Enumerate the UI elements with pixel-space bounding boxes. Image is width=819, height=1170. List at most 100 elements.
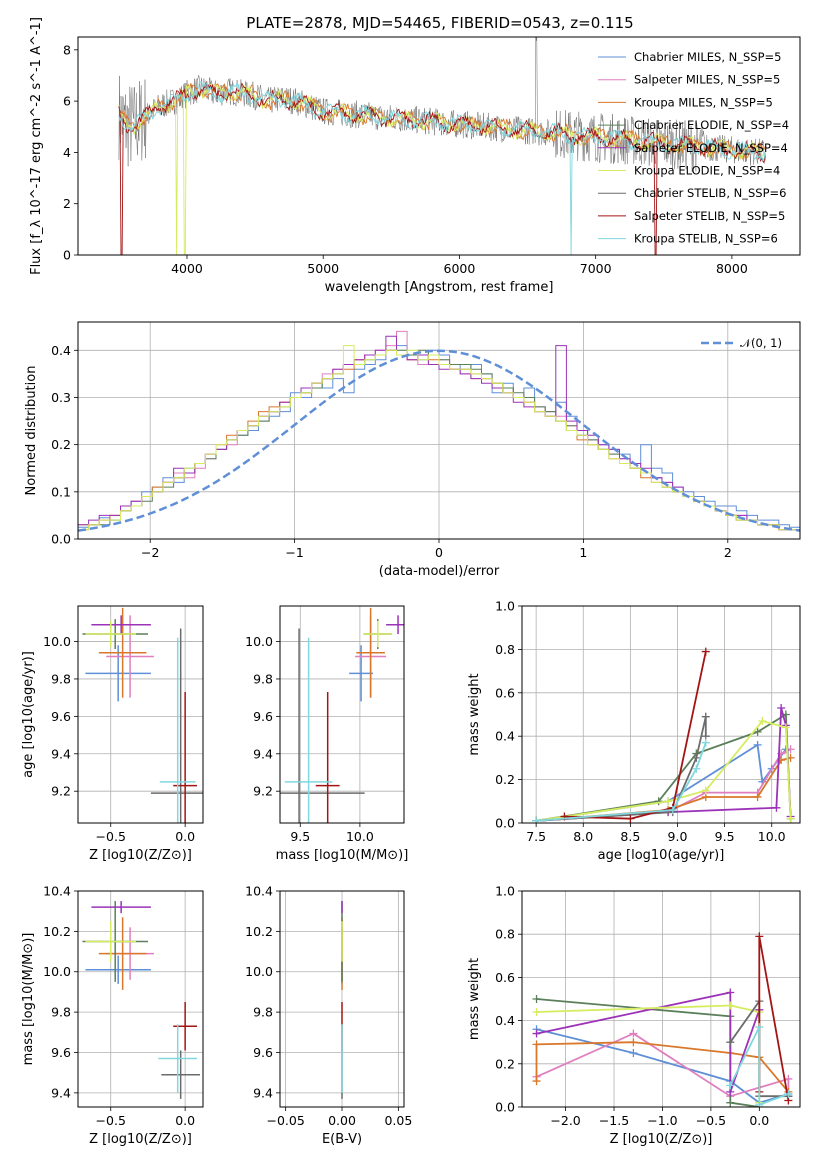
y-tick-label: 0.8: [495, 642, 515, 657]
weight-marker-salpeter_elodie: [726, 988, 735, 997]
y-tick-label: 9.4: [253, 746, 273, 761]
y-tick-label: 10.2: [43, 924, 71, 939]
legend-label: Kroupa ELODIE, N_SSP=4: [634, 164, 780, 178]
weight-marker-kroupa_elodie: [726, 1001, 735, 1010]
plot-area-age-vs-z: [82, 607, 203, 823]
y-tick-label: 10.0: [43, 964, 71, 979]
y-axis-label: mass [log10(M/M⊙)]: [21, 933, 36, 1066]
weight-marker-salpeter_miles: [784, 1074, 793, 1083]
weight-marker-salpeter_stelib: [755, 932, 764, 941]
x-axis-label: (data-model)/error: [379, 564, 500, 579]
weight-marker-chabrier_miles: [629, 1049, 638, 1057]
axes-frame: [521, 605, 801, 824]
x-axis-label: Z [log10(Z/Z⊙)]: [89, 848, 192, 863]
y-tick-label: 9.8: [253, 671, 273, 686]
weight-marker-chabrier_stelib: [701, 712, 710, 721]
weight-marker-kroupa_elodie: [664, 797, 673, 806]
y-tick-label: 10.4: [43, 884, 71, 899]
weight-marker-kroupa_elodie: [532, 1007, 541, 1016]
y-tick-label: 9.4: [51, 746, 71, 761]
y-tick-label: 0.4: [51, 343, 71, 358]
axes-frame: [77, 605, 204, 824]
axes-frame: [279, 605, 405, 824]
axes-mass-vs-z: −0.5 0.0 9.4 9.6 9.8 10.0 10.2 10.4 Z [log10(Z/Z…: [21, 884, 204, 1147]
weight-marker-chabrier_elodie: [532, 995, 541, 1003]
x-tick-label: −1.5: [599, 1113, 629, 1128]
x-tick-label: 6000: [444, 261, 476, 276]
y-tick-label: 0.1: [51, 484, 71, 499]
axes-age-vs-z: −0.5 0.0 9.2 9.4 9.6 9.8 10.0 Z [log10(Z/Z⊙)] ag…: [21, 605, 204, 863]
weight-marker-chabrier_miles: [753, 740, 762, 749]
legend-label: 𝒩(0, 1): [740, 336, 782, 350]
weight-marker-kroupa_stelib: [726, 1081, 735, 1090]
x-tick-label: 2: [724, 545, 732, 560]
y-tick-label: 0.4: [495, 729, 515, 744]
y-tick-label: 4: [63, 145, 71, 160]
spectrum-model-line-salpeter_stelib: [118, 80, 766, 255]
y-tick-label: 9.8: [253, 1005, 273, 1020]
y-axis-label: mass weight: [467, 958, 482, 1040]
y-tick-label: 9.6: [253, 709, 273, 724]
x-tick-label: −1: [285, 545, 303, 560]
axes-frame: [521, 890, 801, 1108]
x-axis-label: Z [log10(Z/Z⊙)]: [610, 1132, 713, 1147]
weight-line-salpeter_stelib: [564, 651, 707, 820]
axes-mass-weight-vs-z: −2.0 −1.5 −1.0 −0.5 0.0 0.0 0.2 0.4 0.6 0.8 1.0 Z […: [467, 884, 801, 1147]
y-axis-label: Normed distribution: [24, 366, 39, 496]
weight-marker-kroupa_elodie: [758, 717, 767, 726]
y-tick-label: 0.8: [495, 927, 515, 942]
legend-label: Kroupa STELIB, N_SSP=6: [634, 232, 778, 246]
x-tick-label: 8.5: [620, 829, 640, 844]
x-tick-label: 0.0: [175, 829, 195, 844]
weight-line-kroupa_elodie: [535, 719, 792, 822]
axes-spectrum: 4000 5000 6000 7000 8000 0 2 4 6 8 wavelength [Ang…: [29, 17, 801, 295]
axes-frame: [77, 36, 801, 256]
weight-marker-salpeter_stelib: [701, 647, 710, 656]
y-tick-label: 0.3: [51, 390, 71, 405]
y-tick-label: 2: [63, 196, 71, 211]
weight-marker-kroupa_stelib: [784, 1090, 793, 1099]
plot-area-mass-weight-vs-age: [532, 647, 795, 823]
axes-age-vs-mass: 9.5 10.0 9.2 9.4 9.6 9.8 10.0 mass [log10(M/M⊙)…: [245, 605, 408, 863]
x-tick-label: 10.0: [758, 829, 786, 844]
weight-marker-chabrier_elodie: [654, 797, 663, 806]
x-axis-label: E(B-V): [322, 1132, 362, 1147]
x-tick-label: 0.0: [749, 1113, 769, 1128]
x-tick-label: 7000: [580, 261, 612, 276]
weight-marker-kroupa_stelib: [692, 764, 701, 773]
y-tick-label: 10.0: [43, 634, 71, 649]
weight-marker-chabrier_stelib: [692, 753, 701, 762]
x-tick-label: 4000: [171, 261, 203, 276]
x-tick-label: 0.0: [175, 1113, 195, 1128]
y-tick-label: 0.2: [495, 1056, 515, 1071]
y-tick-label: 9.8: [51, 1005, 71, 1020]
weight-marker-kroupa_stelib: [755, 1100, 764, 1107]
x-tick-label: 0.00: [328, 1113, 356, 1128]
weight-marker-salpeter_elodie: [772, 803, 781, 812]
weight-marker-kroupa_stelib: [701, 738, 710, 747]
legend-label: Chabrier ELODIE, N_SSP=4: [634, 118, 789, 132]
weight-marker-kroupa_stelib: [532, 816, 541, 823]
x-tick-label: −2.0: [550, 1113, 580, 1128]
x-tick-label: −2: [141, 545, 159, 560]
histogram-series-kroupa_elodie: [78, 345, 800, 531]
y-tick-label: 0.6: [495, 685, 515, 700]
weight-marker-chabrier_elodie: [726, 1098, 735, 1107]
axes-residuals: −2 −1 0 1 2 0.0 0.1 0.2 0.3 0.4 (data-model)/error…: [24, 321, 801, 579]
x-tick-label: 0.05: [384, 1113, 412, 1128]
legend-label: Chabrier STELIB, N_SSP=6: [634, 186, 786, 200]
plot-area-mass-weight-vs-z: [532, 932, 793, 1107]
x-tick-label: 7.5: [526, 829, 546, 844]
spectrum-model-line-kroupa_stelib: [118, 80, 766, 255]
y-tick-label: 0.0: [495, 1100, 515, 1115]
y-tick-label: 0.2: [51, 437, 71, 452]
x-tick-label: 5000: [307, 261, 339, 276]
plot-area-residuals: [78, 330, 800, 532]
x-tick-label: 9.0: [668, 829, 688, 844]
weight-marker-kroupa_miles: [532, 1077, 541, 1086]
y-axis-label: mass weight: [467, 673, 482, 755]
y-tick-label: 0.2: [495, 772, 515, 787]
legend-label: Kroupa MILES, N_SSP=5: [634, 95, 773, 109]
x-tick-label: −0.5: [96, 829, 126, 844]
